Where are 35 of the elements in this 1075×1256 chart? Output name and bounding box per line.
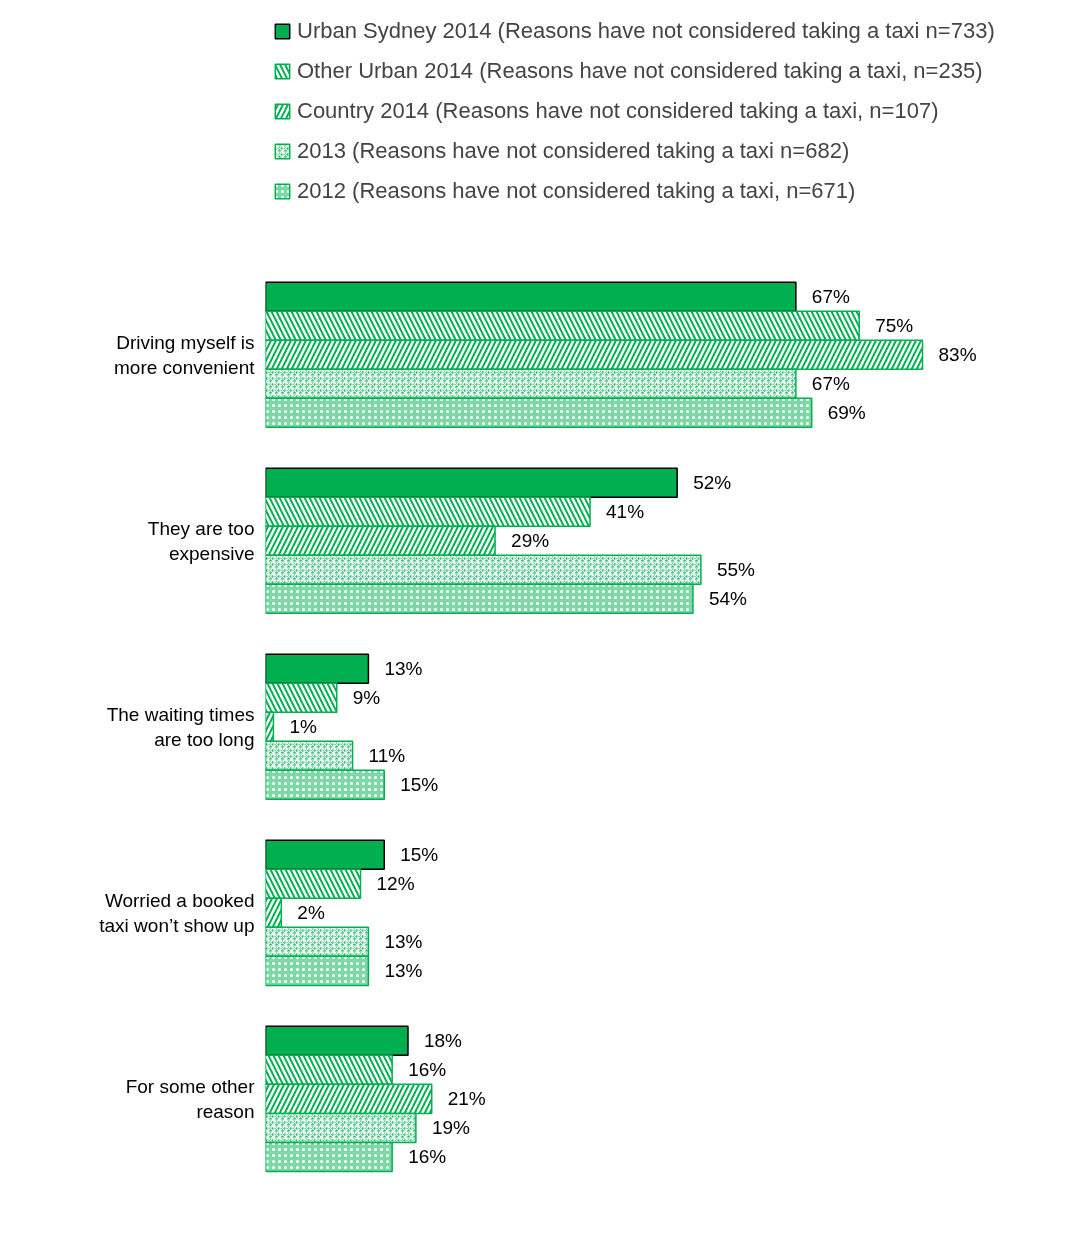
data-label: 16%	[408, 1059, 447, 1081]
data-label: 15%	[400, 844, 439, 866]
y-tick-label: Worried a booked taxi won’t show up	[99, 889, 255, 936]
data-label: 52%	[693, 472, 732, 494]
data-label: 18%	[423, 1030, 463, 1052]
data-label: 41%	[606, 501, 645, 523]
data-label: 1%	[289, 716, 317, 738]
data-label: 12%	[376, 873, 415, 895]
data-label: 55%	[716, 559, 756, 581]
data-label: 2%	[297, 902, 325, 924]
data-label: 69%	[827, 402, 866, 424]
data-label: 83%	[938, 344, 977, 366]
y-tick-label: Driving myself is more convenient	[114, 331, 256, 378]
data-label: 13%	[384, 658, 423, 680]
legend-label: Country 2014 (Reasons have not considered taking a taxi, n=107)	[297, 98, 939, 124]
data-label: 19%	[431, 1117, 471, 1139]
data-label: 29%	[511, 530, 550, 552]
y-tick-label: For some other reason	[125, 1075, 256, 1122]
data-label: 67%	[811, 286, 850, 308]
data-label: 75%	[875, 315, 914, 337]
data-label: 54%	[708, 588, 748, 610]
data-label: 67%	[811, 373, 850, 395]
y-tick-label: They are too expensive	[147, 517, 255, 564]
legend-label: Other Urban 2014 (Reasons have not considered taking a taxi, n=235)	[297, 58, 983, 84]
data-label: 16%	[408, 1146, 447, 1168]
legend-label: 2012 (Reasons have not considered taking a taxi, n=671)	[297, 178, 856, 204]
data-label: 9%	[352, 687, 381, 709]
legend-label: 2013 (Reasons have not considered taking a taxi n=682)	[297, 138, 850, 164]
y-tick-label: The waiting times are too long	[106, 703, 255, 750]
legend-label: Urban Sydney 2014 (Reasons have not considered taking a taxi n=733)	[297, 18, 995, 44]
data-label: 21%	[447, 1088, 486, 1110]
data-label: 13%	[384, 931, 423, 953]
data-label: 11%	[368, 745, 406, 767]
data-label: 13%	[384, 960, 423, 982]
data-label: 15%	[400, 774, 439, 796]
